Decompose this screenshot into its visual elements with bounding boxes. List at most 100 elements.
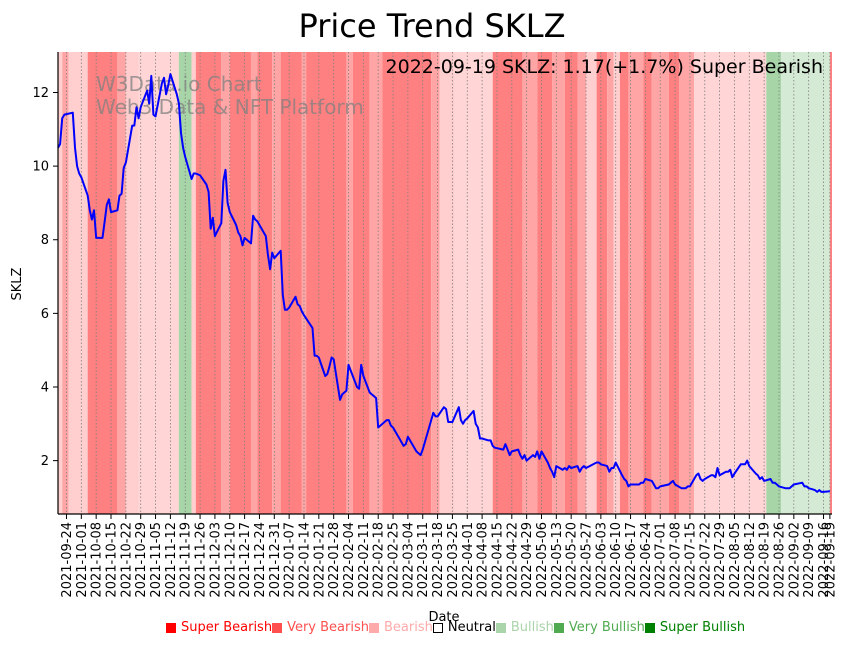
- sentiment-band: [607, 52, 614, 514]
- legend-item: Bearish: [368, 620, 433, 635]
- sentiment-band: [68, 52, 88, 514]
- sentiment-band: [522, 52, 538, 514]
- sentiment-band: [577, 52, 587, 514]
- x-tick-label: 2022-06-24: [639, 522, 654, 598]
- sentiment-band: [668, 52, 680, 514]
- y-tick-label: 6: [41, 307, 49, 322]
- x-tick-label: 2021-11-05: [149, 522, 164, 598]
- legend-swatch-icon: [553, 622, 564, 633]
- x-tick-label: 2022-03-18: [431, 522, 446, 598]
- legend: Super Bearish Very Bearish Bearish Neutral B…: [166, 620, 745, 637]
- x-tick-label: 2022-04-29: [520, 522, 535, 598]
- sentiment-band: [439, 52, 455, 514]
- sentiment-band: [195, 52, 222, 514]
- x-tick-label: 2022-03-25: [446, 522, 461, 598]
- legend-label: Bullish: [510, 620, 554, 635]
- chart-title: Price Trend SKLZ: [298, 7, 565, 45]
- x-tick-label: 2021-12-24: [253, 522, 268, 598]
- watermark-line-1: W3Data.io Chart: [96, 72, 262, 96]
- x-tick-label: 2022-07-22: [698, 522, 713, 598]
- axes: [57, 52, 832, 515]
- x-tick-label: 2021-10-08: [90, 522, 105, 598]
- sentiment-band: [492, 52, 523, 514]
- sentiment-bands: [58, 52, 832, 514]
- x-tick-label: 2022-01-28: [327, 522, 342, 598]
- x-tick-label: 2022-03-11: [416, 522, 431, 598]
- legend-swatch-icon: [272, 622, 283, 633]
- grid-lines: [66, 52, 831, 514]
- x-tick-label: 2021-12-31: [268, 522, 283, 598]
- sentiment-band: [272, 52, 281, 514]
- legend-item: Very Bullish: [553, 620, 645, 635]
- x-tick-label: 2022-09-02: [787, 522, 802, 598]
- x-tick-label: 2022-09-16: [817, 522, 832, 598]
- x-tick-label: 2022-09-09: [802, 522, 817, 598]
- x-axis-ticks: 2021-09-24 2021-10-01 2021-10-08 2021-10-15…: [60, 514, 838, 598]
- legend-label: Neutral: [447, 620, 496, 635]
- x-tick-label: 2021-11-19: [179, 522, 194, 598]
- sentiment-band: [87, 52, 118, 514]
- sentiment-band: [346, 52, 353, 514]
- legend-item: Super Bearish: [166, 620, 272, 635]
- legend-item: Super Bullish: [644, 620, 745, 635]
- x-tick-label: 2021-12-10: [223, 522, 238, 598]
- sentiment-band: [257, 52, 273, 514]
- x-tick-label: 2022-07-01: [654, 522, 669, 598]
- x-tick-label: 2022-05-06: [535, 522, 550, 598]
- x-tick-label: 2021-10-15: [105, 522, 120, 598]
- x-tick-label: 2022-05-13: [550, 522, 565, 598]
- sentiment-band: [781, 52, 830, 514]
- legend-swatch-icon: [432, 622, 443, 633]
- y-tick-label: 4: [41, 380, 49, 395]
- x-axis-label: Date: [428, 610, 459, 625]
- sentiment-band: [229, 52, 251, 514]
- x-tick-label: 2022-08-19: [758, 522, 773, 598]
- sentiment-band: [352, 52, 370, 514]
- x-tick-label: 2022-05-27: [580, 522, 595, 598]
- x-tick-label: 2022-08-05: [728, 522, 743, 598]
- sentiment-band: [280, 52, 302, 514]
- legend-item: Neutral: [432, 620, 496, 635]
- legend-label: Very Bullish: [568, 620, 645, 635]
- x-tick-label: 2021-10-22: [119, 522, 134, 598]
- sentiment-band: [766, 52, 782, 514]
- y-tick-label: 12: [32, 86, 49, 101]
- sentiment-band: [537, 52, 553, 514]
- y-tick-label: 8: [41, 233, 49, 248]
- sentiment-band: [643, 52, 652, 514]
- price-line: [57, 73, 831, 493]
- legend-swatch-icon: [368, 622, 379, 633]
- x-tick-label: 2022-07-08: [669, 522, 684, 598]
- sentiment-band: [431, 52, 440, 514]
- x-tick-label: 2021-12-17: [238, 522, 253, 598]
- x-tick-label: 2022-02-25: [387, 522, 402, 598]
- legend-label: Bearish: [383, 620, 433, 635]
- sentiment-band: [62, 52, 69, 514]
- x-tick-label: 2022-03-04: [401, 522, 416, 598]
- x-tick-label: 2022-04-01: [461, 522, 476, 598]
- legend-swatch-icon: [166, 622, 176, 633]
- sentiment-band: [596, 52, 608, 514]
- y-tick-label: 2: [41, 454, 49, 469]
- y-axis-label: SKLZ: [10, 267, 25, 300]
- legend-swatch-icon: [644, 622, 655, 633]
- x-tick-label: 2022-08-26: [772, 522, 787, 598]
- x-tick-label: 2021-10-29: [134, 522, 149, 598]
- sentiment-band: [221, 52, 230, 514]
- sentiment-band: [454, 52, 493, 514]
- x-tick-label: 2022-07-15: [683, 522, 698, 598]
- x-tick-label: 2022-06-10: [609, 522, 624, 598]
- legend-item: Bullish: [495, 620, 554, 635]
- x-tick-label: 2022-04-22: [505, 522, 520, 598]
- x-tick-label: 2022-05-20: [565, 522, 580, 598]
- sentiment-band: [628, 52, 644, 514]
- sentiment-band: [58, 52, 63, 514]
- y-tick-label: 10: [32, 160, 49, 175]
- x-tick-label: 2022-01-21: [312, 522, 327, 598]
- sentiment-band: [138, 52, 179, 514]
- sentiment-band: [586, 52, 597, 514]
- latest-annotation: 2022-09-19 SKLZ: 1.17(+1.7%) Super Beari…: [386, 56, 823, 78]
- x-tick-label: 2022-01-14: [297, 522, 312, 598]
- x-tick-label: 2022-06-17: [624, 522, 639, 598]
